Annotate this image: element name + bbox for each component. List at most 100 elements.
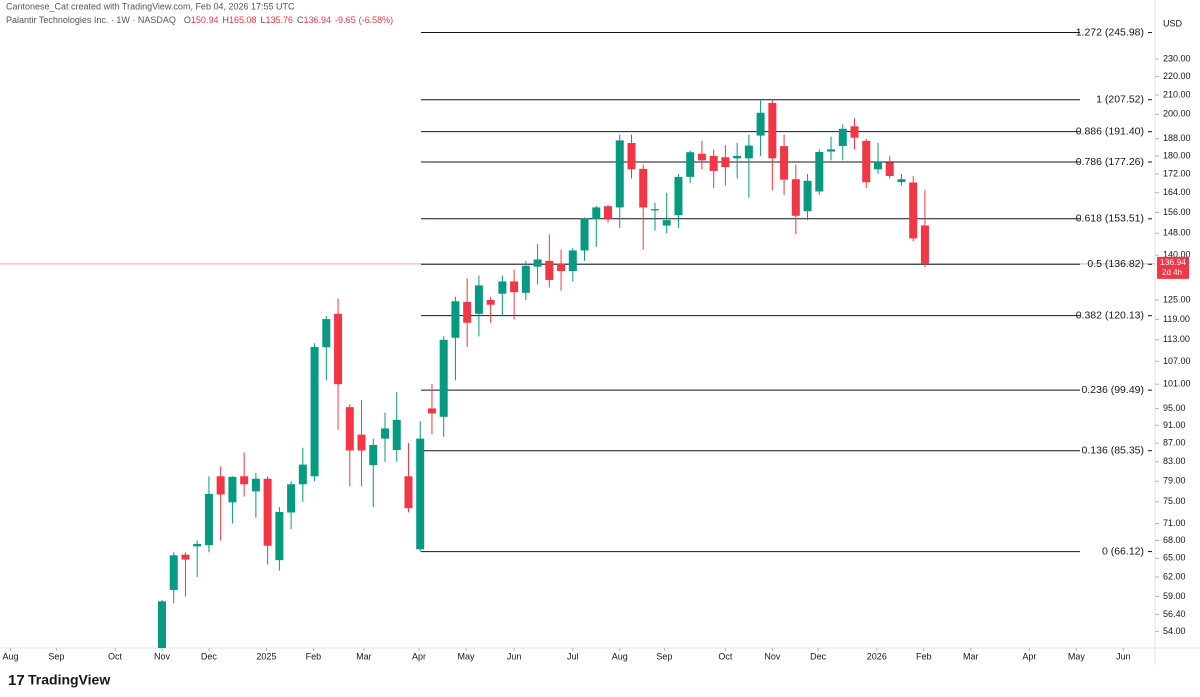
candle-body [404,476,413,509]
candle-body [322,319,331,348]
candle-body [381,428,389,439]
y-tick-label: 220.00 [1163,71,1191,81]
x-tick-label: 2025 [256,651,276,661]
candle-body [838,128,847,146]
candle-body [897,179,906,183]
fib-label: 0.136 (85.35) [1082,444,1144,456]
candle-body [521,265,530,293]
candle-body [474,285,483,314]
candle-body [815,151,824,192]
y-tick-label: 148.00 [1163,228,1191,238]
candle-body [251,478,260,492]
quote-letter: L [260,15,265,25]
candle-body [486,299,495,305]
candle-body [873,161,882,170]
candle-body [451,301,460,338]
fib-label: 0.618 (153.51) [1076,213,1144,225]
quote-value: 136.94 [304,15,332,25]
y-tick-label: 156.00 [1163,207,1191,217]
countdown: 2d 4h [1162,268,1182,277]
fib-label: 1 (207.52) [1096,93,1144,105]
candle-body [463,301,472,323]
candle-body [850,126,859,138]
fib-label: 0.5 (136.82) [1087,258,1144,270]
candle-body [580,218,589,251]
attribution: Cantonese_Cat created with TradingView.c… [6,1,295,11]
candle-body [744,145,753,159]
candle-body [275,511,284,561]
y-tick-label: 101.00 [1163,379,1191,389]
candle-body [768,103,777,159]
y-tick-label: 107.00 [1163,356,1191,366]
candle-body [557,263,566,272]
x-tick-label: Oct [108,651,123,661]
candle-body [627,142,636,170]
candle-body [545,260,554,280]
x-tick-label: Jul [567,651,579,661]
fib-label: 0.786 (177.26) [1076,156,1144,168]
candle-body [756,112,765,136]
y-tick-label: 164.00 [1163,187,1191,197]
candle-body [427,408,436,414]
change-pct: (-6.58%) [359,15,394,25]
y-tick-label: 125.00 [1163,294,1191,304]
x-tick-label: Dec [810,651,827,661]
y-tick-label: 83.00 [1163,456,1186,466]
candle-body [357,434,366,451]
candle-body [568,250,577,272]
change: -9.65 [335,15,356,25]
logo-text: TradingView [28,672,110,688]
candle-body [533,259,542,267]
svg-text:17: 17 [8,672,25,689]
y-tick-label: 172.00 [1163,168,1191,178]
candle-body [697,153,706,161]
y-tick-label: 71.00 [1163,518,1186,528]
candle-body [709,155,718,171]
x-tick-label: May [1068,651,1086,661]
candle-body [615,140,624,208]
candle-body [862,140,871,183]
quote-letter: O [184,15,191,25]
x-tick-label: 2026 [867,651,887,661]
candle-body [909,182,918,239]
candle-body [287,484,296,513]
y-tick-label: 79.00 [1163,476,1186,486]
candle-body [674,176,683,216]
candle-body [827,149,836,152]
candle-body [510,281,519,293]
y-tick-label: 59.00 [1163,591,1186,601]
y-tick-label: 180.00 [1163,150,1191,160]
candle-body [650,209,659,211]
quote-value: 135.76 [266,15,294,25]
y-tick-label: 54.00 [1163,626,1186,636]
candle-body [334,313,343,385]
x-tick-label: Mar [356,651,372,661]
y-tick-label: 56.40 [1163,609,1186,619]
x-tick-label: Nov [764,651,781,661]
logo: 17 TradingView [8,672,110,689]
candle-body [263,478,272,546]
quote-value: 165.08 [229,15,257,25]
candle-body [369,444,378,466]
candle-body [439,339,448,417]
plot: 1.272 (245.98) 1 (207.52) 0.886 (191.40) 0.… [0,26,1155,648]
fib-label: 0.382 (120.13) [1076,309,1144,321]
candle-body [181,554,190,560]
candle-body [157,601,166,648]
currency: USD [1163,18,1183,28]
x-tick-label: Feb [916,651,932,661]
candle-body [298,464,307,485]
fib-label: 0 (66.12) [1102,545,1144,557]
y-tick-label: 200.00 [1163,109,1191,119]
candle-body [791,179,800,216]
candle-body [228,476,237,503]
candle-body [686,152,695,177]
candle-body [216,476,225,495]
x-tick-label: Apr [1022,651,1036,661]
x-tick-label: Aug [3,651,19,661]
candle-body [733,155,742,159]
x-tick-label: Sep [656,651,672,661]
candle-body [604,206,613,220]
candle-body [416,438,425,550]
candle-body [392,419,401,451]
